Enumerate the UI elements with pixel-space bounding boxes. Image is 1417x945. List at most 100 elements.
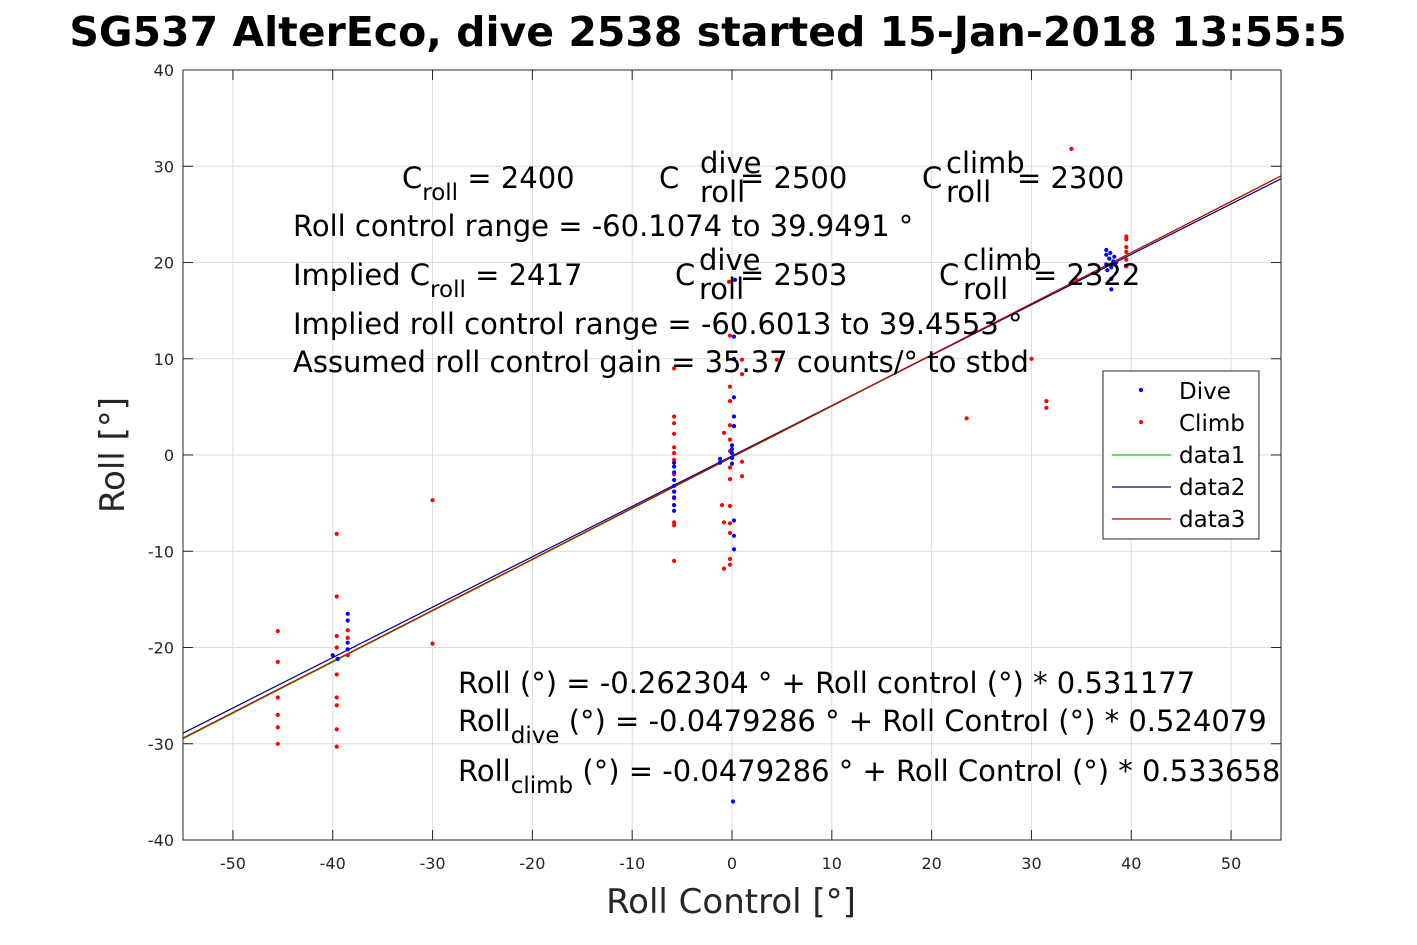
data-point-dive [717,460,723,465]
x-tick-label: 10 [822,854,842,873]
annotation-fit-climb: Rollclimb (°) = -0.0479286 ° + Roll Cont… [458,754,1280,799]
data-point-climb [334,744,339,749]
annotation-implied-range: Implied roll control range = -60.6013 to… [293,307,1023,341]
data-point-climb [719,503,725,508]
data-point-climb [275,695,280,700]
data-point-dive [731,533,737,538]
x-tick-label: 30 [1021,854,1041,873]
y-axis-label: Roll [°] [93,397,133,513]
data-point-dive [1109,265,1114,270]
data-point-dive [1104,262,1109,267]
legend-marker-climb [1138,419,1144,425]
annotation-c-roll-dive: C dive roll = 2500 [659,146,847,209]
annotation-implied-c-dive: C dive roll = 2503 [675,243,847,306]
data-point-dive [731,547,737,552]
data-point-climb [1124,249,1129,254]
y-tick-label: -20 [148,639,174,658]
data-point-dive [1105,268,1110,273]
legend-marker-dive [1138,387,1144,393]
data-point-dive [731,414,737,419]
data-point-climb [275,741,280,746]
data-point-climb [334,594,339,599]
svg-text:dive: dive [699,243,760,277]
data-point-dive [1108,250,1113,255]
data-point-dive [672,489,677,494]
data-point-dive [345,618,350,623]
data-point-dive [1113,261,1118,266]
data-point-climb [334,703,339,708]
annotation-fit-dive: Rolldive (°) = -0.0479286 ° + Roll Contr… [458,704,1267,749]
legend-label-climb: Climb [1179,411,1245,437]
data-point-climb [727,465,733,470]
data-point-climb [727,477,733,482]
data-points [275,146,1129,804]
data-point-dive [732,277,738,282]
axis-ticks: -50 -40 -30 -20 -10 0 10 20 30 40 50 -40 -30 -20 -10 0 1… [148,61,1281,873]
data-point-dive [345,647,350,652]
data-point-dive [335,656,340,662]
data-point-climb [727,556,733,562]
annotation-c-roll: Croll = 2400 [402,161,575,206]
data-point-climb [739,459,745,464]
svg-text:dive: dive [700,146,761,180]
data-point-climb [334,645,339,650]
annotation-implied-c-climb: C climb roll = 2322 [939,243,1140,306]
data-point-dive [729,455,735,460]
x-axis-label: Roll Control [°] [606,882,856,922]
svg-text:roll: roll [699,272,744,306]
data-point-climb [1029,356,1034,361]
data-point-dive [1104,247,1109,253]
data-point-dive [672,477,677,483]
data-point-climb [1124,257,1129,262]
data-point-climb [430,641,435,646]
data-point-climb [672,457,677,462]
svg-text:climb: climb [946,146,1025,180]
data-point-dive [717,456,723,461]
data-point-climb [964,416,969,421]
y-tick-label: 10 [154,350,174,369]
data-point-climb [1044,399,1049,404]
y-tick-label: -40 [148,831,174,850]
svg-text:C: C [922,161,942,195]
y-tick-label: 0 [164,446,174,465]
y-tick-label: 20 [154,254,174,273]
x-tick-label: 20 [921,854,941,873]
data-point-climb [739,357,745,362]
data-point-climb [672,431,677,436]
data-point-dive [672,508,677,513]
data-point-dive [1107,256,1112,261]
data-point-climb [1074,277,1079,282]
data-point-dive [731,334,737,339]
data-point-dive [730,799,736,804]
annotation-fit: Roll (°) = -0.262304 ° + Roll control (°… [458,666,1195,700]
data-point-dive [672,460,677,465]
legend: Dive Climb data1 data2 data3 [1102,370,1260,540]
data-point-climb [275,725,280,730]
svg-text:roll: roll [700,175,745,209]
data-point-dive [729,451,735,456]
data-point-climb [1124,234,1129,239]
data-point-climb [727,333,733,338]
data-point-climb [345,635,350,641]
data-point-climb [334,531,339,537]
data-point-climb [672,558,677,564]
y-tick-label: -10 [148,542,174,561]
x-tick-label: -20 [519,854,545,873]
data-point-dive [345,640,350,645]
data-point-climb [1124,245,1129,250]
x-tick-label: -10 [619,854,645,873]
data-point-dive [345,611,350,616]
data-point-dive [1104,252,1109,257]
data-point-dive [672,495,677,500]
svg-text:C: C [675,258,695,292]
data-point-climb [774,357,780,362]
data-point-climb [1069,146,1074,151]
data-point-dive [729,443,735,448]
svg-text:roll: roll [946,175,991,209]
data-point-climb [334,727,339,732]
svg-text:= 2300: = 2300 [1017,161,1124,195]
data-point-climb [334,633,339,639]
data-point-dive [731,424,737,429]
svg-text:C: C [939,258,959,292]
data-point-climb [727,503,733,509]
